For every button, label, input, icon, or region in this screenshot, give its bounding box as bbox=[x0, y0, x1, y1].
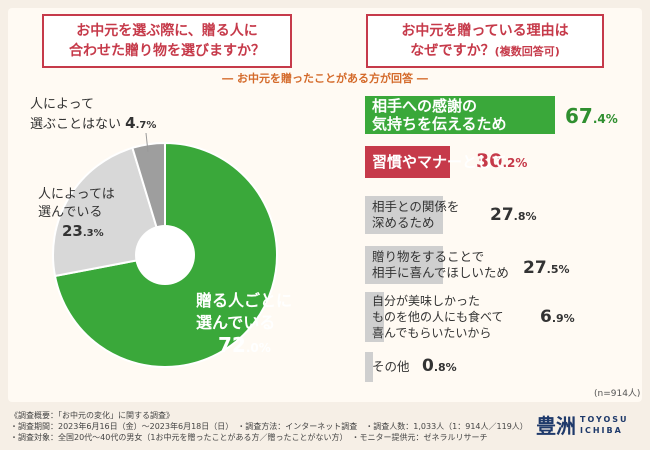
question-right-line2: なぜですか？ bbox=[410, 42, 495, 59]
bar-custom: 習慣やマナーとして bbox=[365, 146, 507, 178]
pie-leader-line bbox=[145, 132, 149, 153]
pie-label-sometimes: 人によっては 選んでいる 23.3% bbox=[38, 186, 115, 243]
bar-fill-gratitude bbox=[365, 96, 555, 134]
bar-value-other: 0.8% bbox=[422, 356, 457, 376]
bar-fill-share-tasty bbox=[365, 292, 385, 342]
pie-center-hole bbox=[135, 225, 195, 285]
pie-slice-sometimes bbox=[52, 146, 167, 278]
logo-mark: 豊洲 bbox=[536, 414, 576, 438]
bar-value-gratitude: 67.4% bbox=[565, 104, 618, 128]
bar-share-tasty: 自分が美味しかった ものを他の人にも食べて 喜んでもらいたいから bbox=[365, 292, 504, 342]
logo-bottom: ICHIBA bbox=[580, 425, 623, 435]
bar-fill-relationship bbox=[365, 196, 444, 234]
question-right-sub: (複数回答可) bbox=[494, 44, 560, 58]
bar-value-please: 27.5% bbox=[523, 258, 570, 278]
bar-value-share-tasty: 6.9% bbox=[540, 307, 575, 327]
pie-label-no-select: 人によって 選ぶことはない 4.7% bbox=[30, 97, 157, 132]
bar-please: 贈り物をすることで 相手に喜んでほしいため bbox=[365, 246, 509, 284]
bar-fill-other bbox=[365, 352, 373, 382]
question-right-box: お中元を贈っている理由は なぜですか？(複数回答可) bbox=[366, 14, 604, 68]
question-left-line1: お中元を選ぶ際に、贈る人に bbox=[76, 23, 258, 39]
respondent-note: ― お中元を贈ったことがある方が回答 ― bbox=[222, 72, 428, 85]
bar-relationship: 相手との関係を 深めるため bbox=[365, 196, 459, 234]
footer-line-2: ・調査期間：2023年6月16日（金）〜2023年6月18日（日） ・調査方法：… bbox=[10, 422, 528, 431]
survey-footer: 《調査概要：「お中元の変化」に関する調査》 ・調査期間：2023年6月16日（金… bbox=[10, 410, 530, 443]
bar-gratitude: 相手への感謝の 気持ちを伝えるため bbox=[365, 96, 555, 134]
pie-label-each-person: 贈る人ごとに 選んでいる 72.0% bbox=[196, 291, 293, 357]
footer-line-1: 《調査概要：「お中元の変化」に関する調査》 bbox=[10, 411, 174, 420]
question-right-line1: お中元を贈っている理由は bbox=[401, 22, 569, 39]
logo-top: TOYOSU bbox=[580, 414, 629, 424]
question-left-box: お中元を選ぶ際に、贈る人に 合わせた贈り物を選びますか？ bbox=[42, 14, 292, 68]
footer-line-3: ・調査対象：全国20代〜40代の男女（1お中元を贈ったことがある方／贈ったことが… bbox=[10, 433, 488, 442]
pie-value-no-select: 4.7% bbox=[125, 114, 157, 132]
sample-size-note: (n=914人) bbox=[594, 389, 641, 399]
toyosu-logo: 豊洲 TOYOSU ICHIBA bbox=[536, 410, 629, 439]
pie-value-sometimes: 23.3% bbox=[62, 222, 104, 240]
question-left-line2: 合わせた贈り物を選びますか？ bbox=[69, 43, 265, 59]
bar-other: その他 bbox=[365, 352, 410, 382]
bar-value-relationship: 27.8% bbox=[490, 205, 537, 225]
bar-fill-custom bbox=[365, 146, 451, 178]
bar-value-custom: 30.2% bbox=[476, 150, 528, 172]
bar-fill-please bbox=[365, 246, 443, 284]
pie-value-each-person: 72.0% bbox=[218, 333, 271, 357]
